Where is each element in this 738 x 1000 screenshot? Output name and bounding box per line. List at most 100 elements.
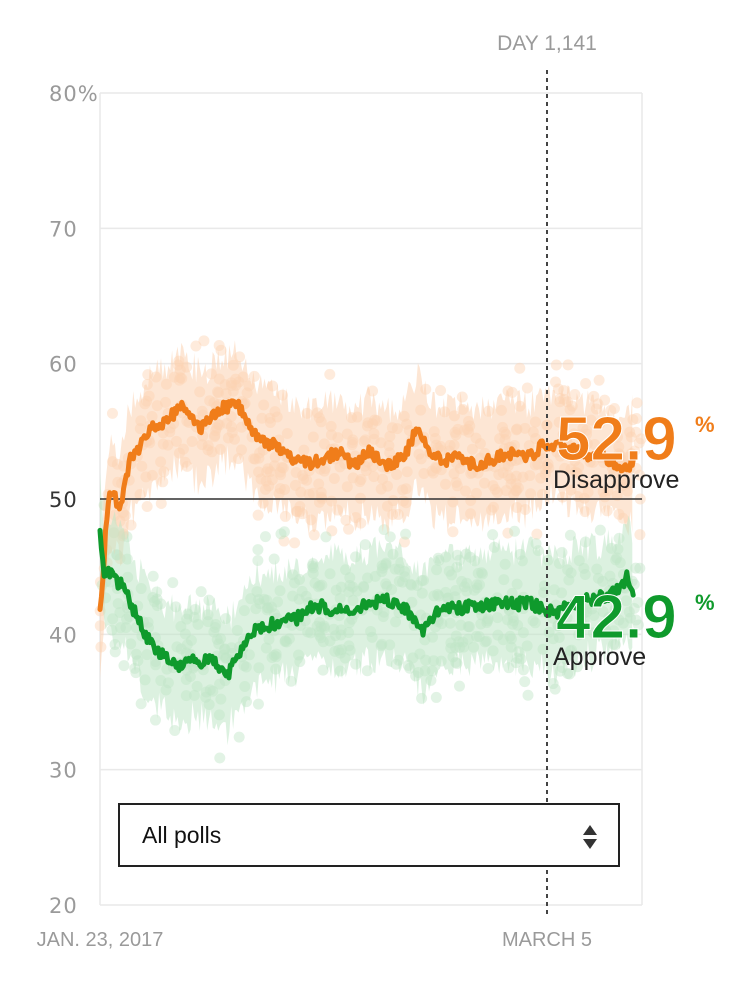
- approve-poll-dot: [135, 698, 147, 710]
- disapprove-poll-dot: [278, 535, 290, 547]
- approve-poll-dot: [359, 539, 371, 551]
- approve-poll-dot: [562, 667, 574, 679]
- disapprove-poll-dot: [514, 362, 526, 374]
- disapprove-poll-dot: [447, 526, 459, 538]
- disapprove-poll-dot: [569, 388, 581, 400]
- disapprove-poll-dot: [252, 509, 264, 521]
- approve-poll-dot: [109, 646, 121, 658]
- x-tick-start: JAN. 23, 2017: [37, 929, 164, 951]
- disapprove-poll-dot: [324, 368, 336, 380]
- disapprove-label: Disapprove: [553, 466, 679, 494]
- approve-poll-dot: [252, 555, 264, 567]
- disapprove-band: [100, 340, 633, 679]
- approve-poll-dot: [195, 586, 207, 598]
- approve-poll-dot: [252, 698, 264, 710]
- approve-poll-dot: [517, 664, 529, 676]
- approve-poll-dot: [118, 660, 130, 672]
- cursor-day-label: DAY 1,141: [497, 32, 597, 55]
- approve-poll-dot: [275, 528, 287, 540]
- approve-poll-dot: [259, 531, 271, 543]
- approve-poll-dot: [453, 680, 465, 692]
- approve-poll-dot: [252, 544, 264, 556]
- disapprove-poll-dot: [552, 383, 564, 395]
- approve-poll-dot: [147, 570, 159, 582]
- approve-poll-dot: [632, 596, 644, 608]
- disapprove-poll-dot: [398, 536, 410, 548]
- y-tick-50: 50: [49, 488, 78, 512]
- y-tick-70: 70: [49, 217, 78, 241]
- approve-poll-dot: [487, 529, 499, 541]
- approve-poll-dot: [509, 525, 521, 537]
- approve-poll-dot: [594, 524, 606, 536]
- disapprove-poll-dot: [506, 386, 518, 398]
- approve-poll-dot: [233, 731, 245, 743]
- disapprove-poll-dot: [340, 514, 352, 526]
- disapprove-poll-dot: [635, 433, 647, 445]
- y-tick-20: 20: [49, 894, 78, 918]
- approve-poll-dot: [549, 683, 561, 695]
- disapprove-value: 52.9: [556, 405, 677, 474]
- y-tick-80: 80%: [49, 82, 99, 106]
- approve-percent-sign: %: [695, 590, 715, 615]
- x-tick-current: MARCH 5: [502, 929, 592, 951]
- disapprove-poll-dot: [633, 437, 645, 449]
- disapprove-poll-dot: [562, 359, 574, 371]
- poll-filter-select[interactable]: All polls: [118, 803, 620, 867]
- approve-value: 42.9: [556, 583, 677, 652]
- approve-poll-dot: [564, 668, 576, 680]
- approve-poll-dot: [634, 562, 646, 574]
- y-tick-60: 60: [49, 353, 78, 377]
- poll-filter-value: All polls: [142, 821, 222, 848]
- disapprove-poll-dot: [289, 537, 301, 549]
- disapprove-poll-dot: [198, 335, 210, 347]
- approve-poll-dot: [384, 531, 396, 543]
- approve-poll-dot: [522, 689, 534, 701]
- series-lines: [97, 398, 636, 681]
- up-down-arrows-icon: [583, 825, 597, 849]
- disapprove-line: [97, 398, 636, 612]
- disapprove-poll-dot: [631, 397, 643, 409]
- disapprove-poll-dot: [531, 528, 543, 540]
- disapprove-poll-dot: [550, 376, 562, 388]
- approve-poll-dot: [203, 594, 215, 606]
- disapprove-poll-dot: [308, 529, 320, 541]
- disapprove-poll-dot: [630, 413, 642, 425]
- disapprove-poll-dot: [106, 407, 118, 419]
- disapprove-poll-dot: [521, 382, 533, 394]
- approve-poll-dot: [630, 562, 642, 574]
- approve-poll-dot: [511, 652, 523, 664]
- disapprove-poll-dot: [435, 384, 447, 396]
- disapprove-poll-dot: [279, 510, 291, 522]
- disapprove-poll-dot: [213, 339, 225, 351]
- disapprove-poll-dot: [248, 370, 260, 382]
- disapprove-poll-dot: [155, 498, 167, 510]
- disapprove-poll-dot: [634, 529, 646, 541]
- disapprove-poll-dot: [215, 344, 227, 356]
- approve-poll-dot: [169, 724, 181, 736]
- approve-poll-dot: [268, 553, 280, 565]
- approve-label: Approve: [553, 643, 646, 671]
- approve-poll-dot: [149, 714, 161, 726]
- disapprove-poll-dot: [599, 394, 611, 406]
- approve-poll-dot: [482, 662, 494, 674]
- approve-poll-dot: [430, 691, 442, 703]
- disapprove-poll-dot: [343, 523, 355, 535]
- approve-poll-dot: [361, 665, 373, 677]
- approve-poll-dot: [519, 676, 531, 688]
- disapprove-poll-dot: [550, 359, 562, 371]
- disapprove-poll-dot: [593, 374, 605, 386]
- disapprove-poll-dot: [326, 525, 338, 537]
- approve-poll-dot: [400, 528, 412, 540]
- approve-poll-dot: [317, 664, 329, 676]
- approve-line: [97, 527, 636, 681]
- approve-poll-dot: [630, 614, 642, 626]
- approve-poll-dot: [632, 619, 644, 631]
- disapprove-poll-dot: [502, 385, 514, 397]
- disapprove-poll-dot: [558, 385, 570, 397]
- approve-poll-dot: [167, 577, 179, 589]
- approve-poll-dot: [214, 752, 226, 764]
- approve-poll-dot: [130, 667, 142, 679]
- y-axis-ticks: 20 30 40 50 60 70 80%: [49, 82, 99, 918]
- disapprove-poll-dot: [608, 402, 620, 414]
